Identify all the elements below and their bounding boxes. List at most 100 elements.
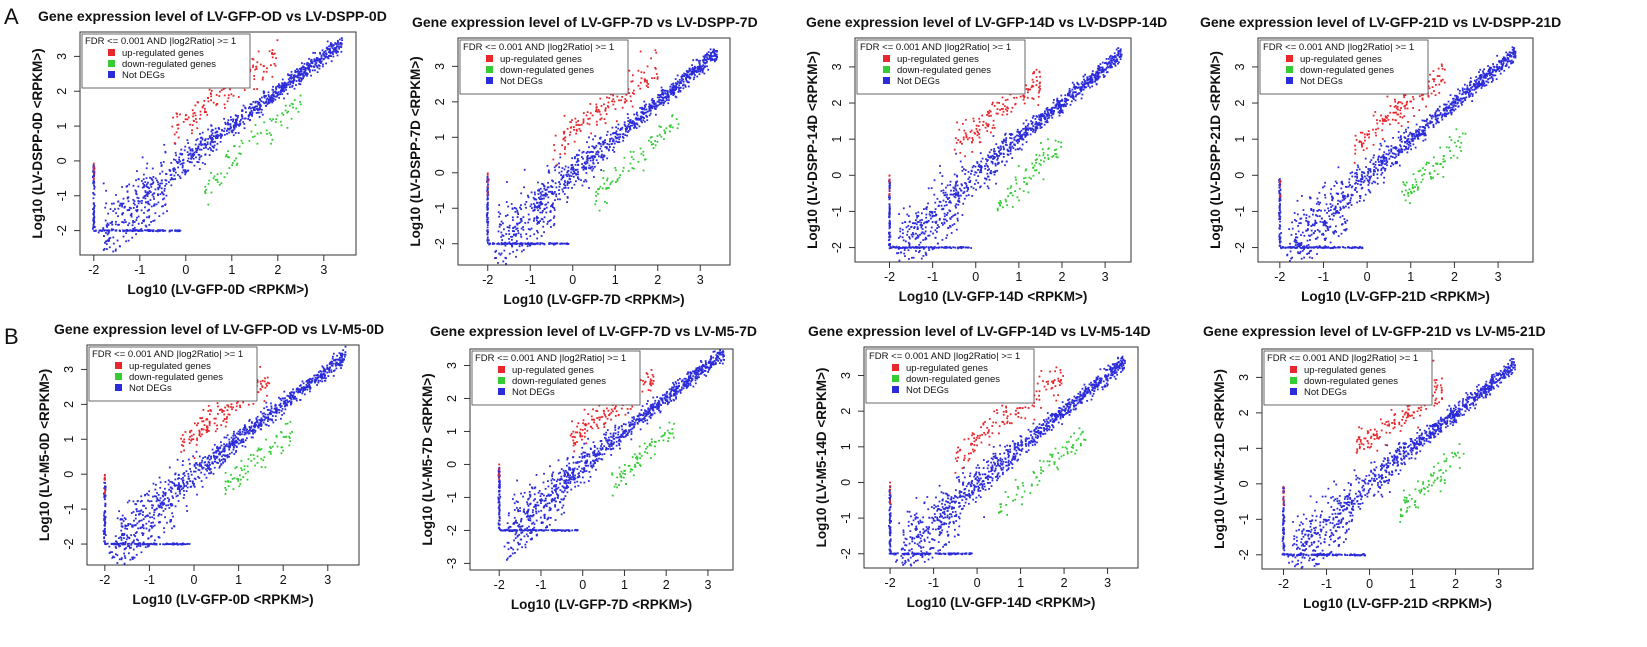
- not-deg-point: [1025, 134, 1027, 137]
- not-deg-point: [270, 97, 273, 99]
- down-regulated-point: [231, 164, 234, 167]
- not-deg-point: [313, 59, 316, 62]
- down-regulated-point: [299, 94, 302, 97]
- up-regulated-point: [186, 118, 189, 121]
- not-deg-point: [1344, 197, 1347, 200]
- not-deg-point: [553, 215, 556, 218]
- up-regulated-point: [1032, 81, 1035, 84]
- not-deg-point: [177, 166, 180, 169]
- not-deg-point: [220, 135, 223, 138]
- not-deg-point: [313, 66, 316, 69]
- not-deg-point: [957, 203, 960, 206]
- not-deg-point: [517, 232, 520, 235]
- not-deg-point: [150, 185, 153, 188]
- up-regulated-point: [608, 97, 611, 99]
- not-deg-point: [1102, 70, 1105, 73]
- not-deg-point: [581, 163, 583, 165]
- up-regulated-point: [1037, 95, 1040, 98]
- down-regulated-point: [1041, 148, 1044, 151]
- up-regulated-point: [971, 151, 974, 153]
- not-deg-point: [1297, 224, 1300, 227]
- up-regulated-point: [955, 141, 958, 144]
- not-deg-point: [704, 59, 706, 61]
- not-deg-point: [900, 247, 903, 249]
- not-deg-point: [979, 169, 982, 172]
- not-deg-point: [1019, 131, 1022, 133]
- not-deg-point: [970, 169, 973, 172]
- not-deg-point: [1386, 160, 1389, 163]
- not-deg-point: [679, 90, 682, 93]
- up-regulated-point: [566, 127, 569, 130]
- not-deg-point: [159, 182, 162, 185]
- not-deg-point: [1046, 115, 1048, 118]
- not-deg-point: [486, 176, 489, 178]
- not-deg-point: [500, 223, 502, 226]
- not-deg-point: [666, 89, 669, 92]
- down-regulated-point: [290, 102, 293, 105]
- not-deg-point: [611, 149, 614, 151]
- not-deg-point: [319, 62, 322, 65]
- not-deg-point: [931, 248, 934, 251]
- not-deg-point: [1374, 170, 1376, 173]
- not-deg-point: [1373, 166, 1376, 168]
- not-deg-point: [984, 177, 986, 180]
- not-deg-point: [130, 207, 132, 210]
- down-regulated-point: [1009, 186, 1012, 189]
- not-deg-point: [1408, 133, 1411, 136]
- not-deg-point: [122, 229, 125, 232]
- up-regulated-point: [254, 68, 257, 71]
- not-deg-point: [338, 38, 341, 41]
- not-deg-point: [584, 178, 587, 181]
- not-deg-point: [329, 43, 332, 46]
- not-deg-point: [331, 45, 334, 47]
- not-deg-point: [115, 212, 117, 215]
- not-deg-point: [660, 86, 663, 89]
- not-deg-point: [605, 134, 608, 136]
- not-deg-point: [134, 189, 137, 192]
- down-regulated-point: [644, 158, 647, 161]
- not-deg-point: [955, 228, 958, 231]
- not-deg-point: [102, 227, 105, 229]
- not-deg-point: [993, 148, 996, 150]
- down-regulated-point: [1047, 138, 1049, 141]
- y-tick-label: -2: [830, 242, 844, 253]
- not-deg-point: [232, 134, 235, 137]
- not-deg-point: [678, 87, 681, 90]
- not-deg-point: [923, 208, 925, 210]
- not-deg-point: [1491, 68, 1494, 71]
- not-deg-point: [92, 213, 95, 215]
- not-deg-point: [952, 193, 954, 196]
- not-deg-point: [329, 51, 332, 54]
- not-deg-point: [955, 192, 957, 194]
- not-deg-point: [571, 187, 573, 189]
- not-deg-point: [715, 53, 718, 56]
- not-deg-point: [223, 130, 225, 133]
- not-deg-point: [888, 182, 891, 185]
- not-deg-point: [629, 120, 632, 123]
- up-regulated-point: [963, 129, 966, 132]
- not-deg-point: [932, 246, 935, 249]
- up-regulated-point: [888, 174, 891, 177]
- not-deg-point: [1089, 81, 1092, 84]
- not-deg-point: [588, 151, 591, 154]
- up-regulated-point: [984, 126, 987, 129]
- up-regulated-point: [253, 74, 256, 77]
- not-deg-point: [1002, 152, 1005, 155]
- not-deg-point: [108, 229, 111, 232]
- not-deg-point: [117, 207, 120, 210]
- not-deg-point: [203, 147, 205, 150]
- up-regulated-point: [195, 121, 198, 124]
- not-deg-point: [1025, 131, 1027, 134]
- not-deg-point: [594, 135, 597, 137]
- not-deg-point: [135, 233, 137, 236]
- not-deg-point: [1039, 115, 1042, 118]
- not-deg-point: [1460, 102, 1463, 105]
- down-regulated-point: [649, 136, 652, 139]
- not-deg-point: [127, 239, 130, 242]
- not-deg-point: [686, 73, 689, 76]
- not-deg-point: [99, 229, 102, 232]
- not-deg-point: [539, 195, 542, 198]
- not-deg-point: [669, 90, 672, 93]
- not-deg-point: [1480, 74, 1483, 77]
- up-regulated-point: [603, 118, 606, 120]
